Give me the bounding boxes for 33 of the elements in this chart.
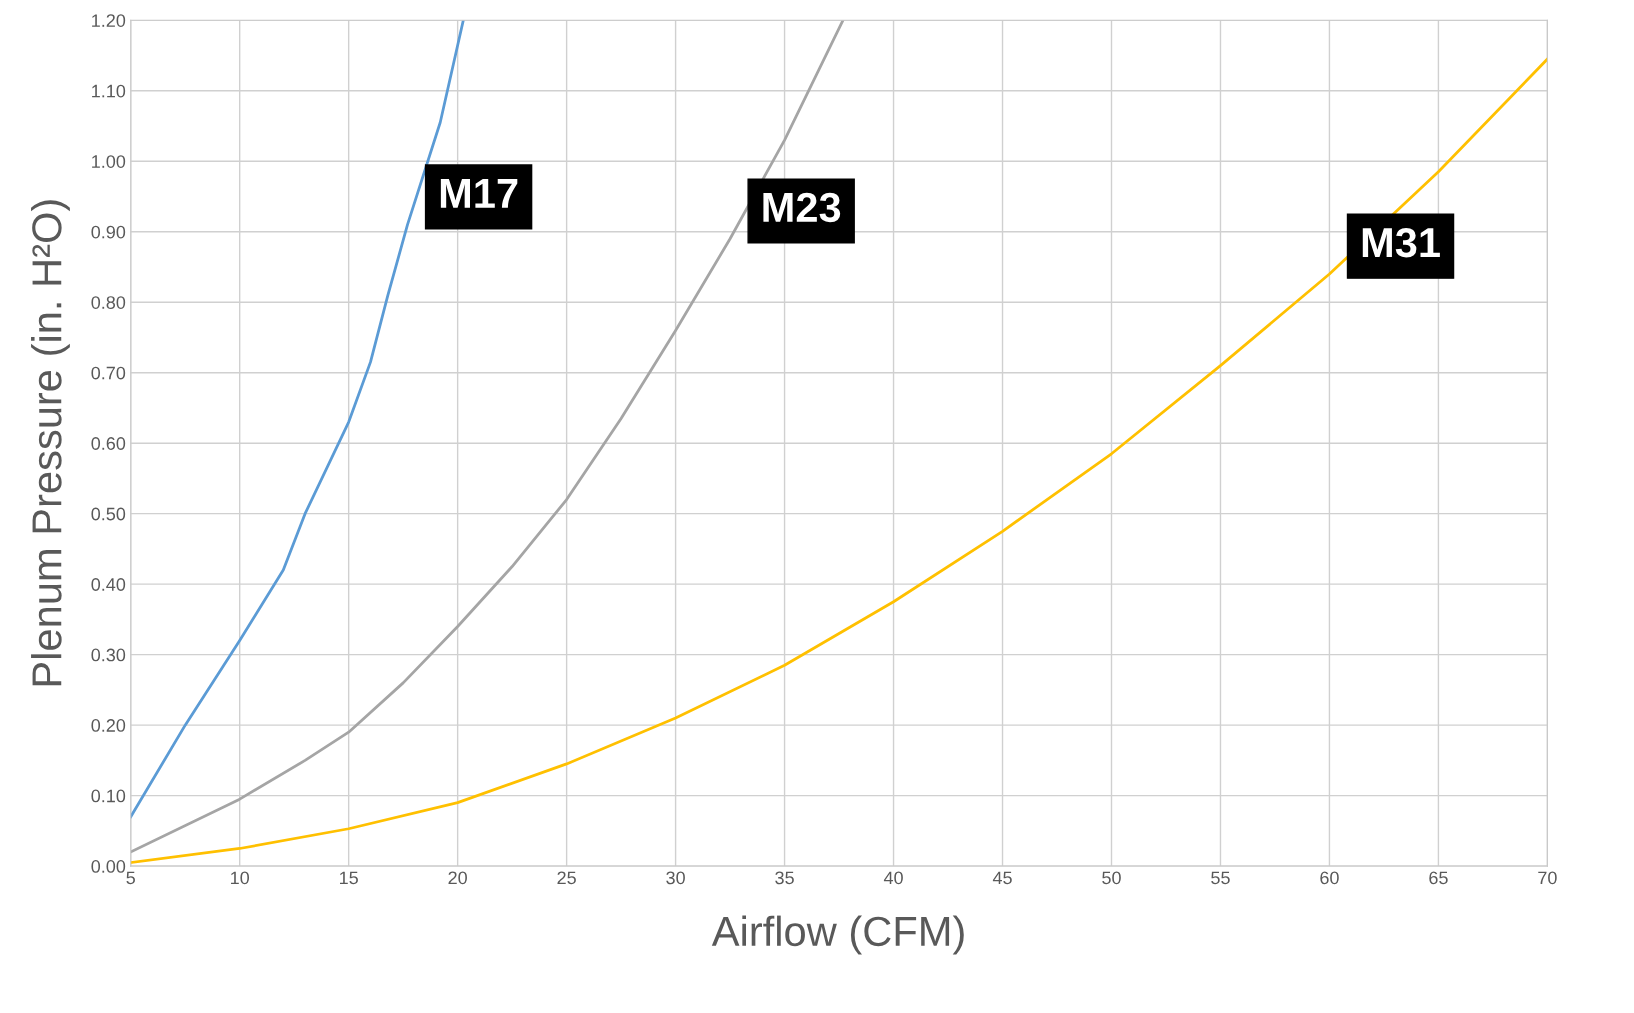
y-tick-label: 0.30 xyxy=(91,648,126,662)
y-tick-label: 0.50 xyxy=(91,507,126,521)
series-label: M31 xyxy=(1362,227,1440,258)
x-axis-title: Airflow (CFM) xyxy=(711,915,964,955)
x-tick-label: 25 xyxy=(557,871,576,885)
y-tick-label: 0.90 xyxy=(91,225,126,239)
x-tick-label: 20 xyxy=(448,871,467,885)
y-tick-label: 0.40 xyxy=(91,578,126,591)
x-tick-label: 55 xyxy=(1211,871,1230,885)
x-tick-label: 50 xyxy=(1102,871,1121,885)
x-tick-label: 65 xyxy=(1429,871,1448,885)
y-axis-title: Plenum Pressure (in. H²O) xyxy=(31,200,70,686)
y-tick-label: 0.80 xyxy=(91,296,126,309)
series-label: M17 xyxy=(440,179,518,208)
x-tick-label: 45 xyxy=(992,871,1012,885)
x-tick-label: 35 xyxy=(775,871,794,885)
x-tick-label: 10 xyxy=(231,871,250,885)
y-tick-label: 1.10 xyxy=(92,84,126,98)
y-tick-label: 0.00 xyxy=(91,860,126,873)
y-tick-label: 0.10 xyxy=(91,789,126,803)
x-tick-label: 70 xyxy=(1538,871,1557,885)
x-tick-label: 15 xyxy=(340,871,358,885)
y-tick-label: 0.20 xyxy=(91,719,126,732)
x-tick-label: 5 xyxy=(126,871,135,885)
x-tick-label: 40 xyxy=(883,871,903,885)
x-tick-label: 30 xyxy=(666,871,685,885)
y-tick-label: 0.70 xyxy=(91,366,126,380)
y-tick-label: 1.20 xyxy=(92,14,126,27)
line-series xyxy=(130,20,845,854)
x-tick-label: 60 xyxy=(1320,871,1339,885)
series-label: M23 xyxy=(763,192,841,223)
y-tick-label: 0.60 xyxy=(91,437,126,450)
y-tick-label: 1.00 xyxy=(92,155,126,168)
